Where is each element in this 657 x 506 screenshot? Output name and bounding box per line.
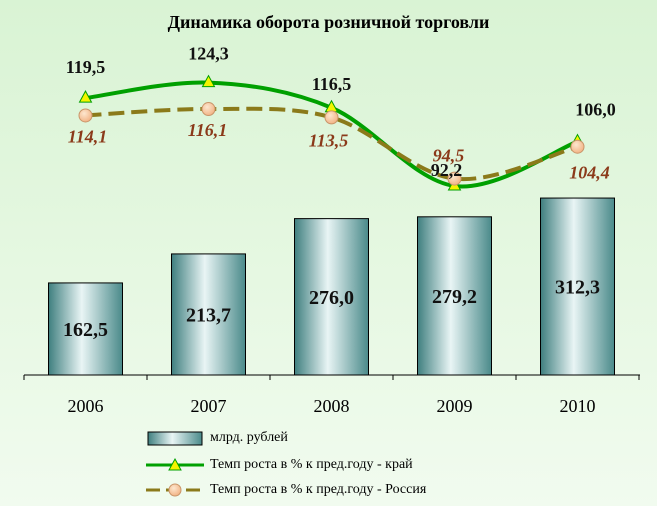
data-label-kray-2009: 92,2 [431,160,463,180]
bar-label-2010: 312,3 [555,277,600,299]
legend-swatch-kray [146,455,204,475]
marker-kray-2006 [78,90,93,103]
legend-label-kray: Темп роста в % к пред.году - край [210,457,413,472]
data-label-russia-2009: 94,5 [433,146,465,166]
marker-russia-2008 [324,110,339,125]
x-tick-label-2010: 2010 [560,396,596,416]
bar-2008 [294,218,369,376]
legend-swatch-russia [146,480,204,500]
data-label-russia-2008: 113,5 [309,130,349,150]
data-label-russia-2007: 116,1 [188,120,228,140]
x-tick-label-2007: 2007 [191,396,227,416]
x-tick-label-2008: 2008 [314,396,350,416]
marker-russia-2007 [201,102,216,117]
bar-2009 [417,216,492,376]
legend-label-bars: млрд. рублей [210,430,288,445]
data-label-kray-2008: 116,5 [312,74,352,94]
bar-label-2008: 276,0 [309,287,354,309]
data-label-kray-2007: 124,3 [188,44,229,64]
data-label-russia-2010: 104,4 [569,163,610,183]
x-tick-label-2009: 2009 [437,396,473,416]
x-tick-label-2006: 2006 [68,396,104,416]
bar-2010 [540,197,615,376]
bar-label-2007: 213,7 [186,304,231,326]
marker-russia-2006 [78,108,93,123]
data-label-kray-2006: 119,5 [66,57,106,77]
legend-swatch-bars [146,428,204,448]
marker-russia-2010 [570,139,585,154]
marker-kray-2007 [201,74,216,88]
legend-item-bars: млрд. рублей [146,428,288,448]
bar-2007 [171,253,246,376]
marker-russia-2009 [447,171,462,186]
bar-2006 [48,282,123,376]
data-label-russia-2006: 114,1 [68,126,108,146]
series-line-russia [85,106,579,182]
bar-label-2006: 162,5 [63,319,108,341]
chart-title: Динамика оборота розничной торговли [167,12,490,32]
legend-item-russia: Темп роста в % к пред.году - Россия [146,480,426,500]
data-label-kray-2010: 106,0 [575,100,616,120]
legend-item-kray: Темп роста в % к пред.году - край [146,455,413,475]
legend-label-russia: Темп роста в % к пред.году - Россия [210,482,427,497]
bar-label-2009: 279,2 [432,286,477,308]
